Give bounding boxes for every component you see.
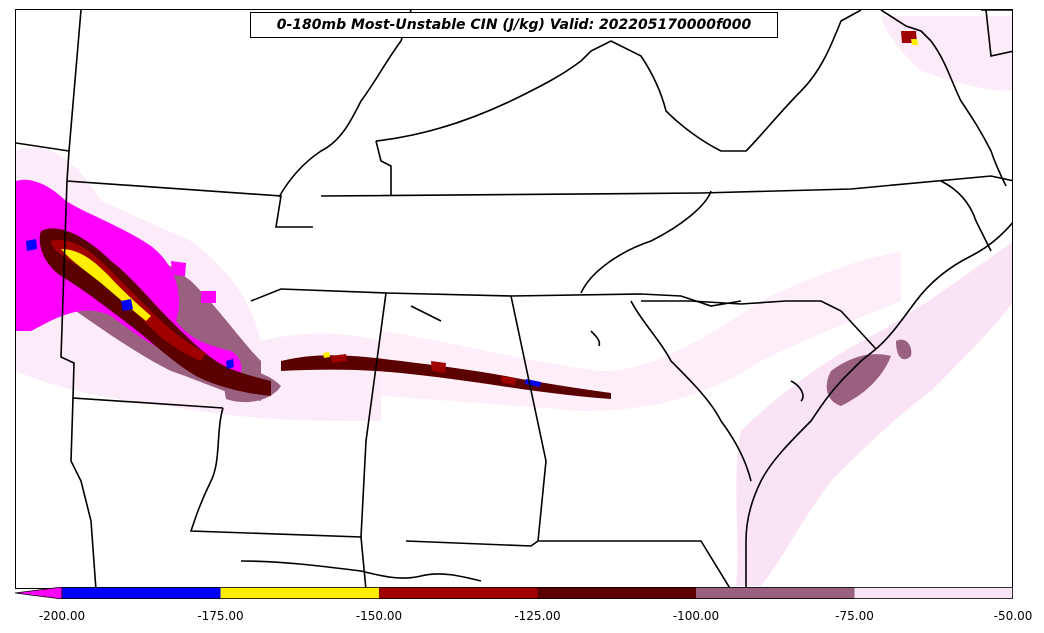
cin-shade-light-pink	[16, 147, 381, 421]
cin-shade-blue	[226, 359, 234, 369]
border-line	[60, 180, 224, 409]
colorbar-segment	[220, 587, 379, 599]
coastline	[410, 305, 442, 322]
cin-shading	[16, 16, 1012, 586]
cin-shade-yellow	[323, 352, 330, 358]
border-line	[985, 10, 1012, 57]
cin-shade-red	[331, 354, 347, 363]
map-title: 0-180mb Most-Unstable CIN (J/kg) Valid: …	[250, 12, 778, 38]
coastline	[940, 180, 992, 252]
cin-shade-light-pink	[736, 242, 1012, 586]
border-line	[278, 10, 412, 198]
cin-shade-yellow	[911, 39, 918, 45]
border-line	[16, 142, 313, 228]
coastline	[930, 40, 1007, 187]
border-line	[375, 140, 392, 196]
border-line	[70, 397, 97, 588]
coastline	[745, 375, 847, 588]
cin-map	[16, 10, 1012, 588]
colorbar-tick-label: -100.00	[672, 609, 720, 623]
colorbar-outline	[61, 587, 1013, 599]
state-borders	[16, 10, 1012, 588]
coastline	[240, 560, 482, 582]
colorbar-tick-label: -175.00	[197, 609, 244, 623]
cin-shade-mauve	[826, 354, 891, 406]
cin-shade-dark-maroon	[281, 355, 611, 399]
border-line	[375, 10, 862, 152]
border-line	[189, 407, 367, 588]
map-panel	[15, 9, 1013, 589]
colorbar	[15, 587, 1013, 599]
cin-shade-light-pink	[881, 16, 1012, 91]
cin-shade-blue	[121, 299, 133, 311]
cin-shade-red	[431, 361, 446, 373]
colorbar-segment	[696, 587, 855, 599]
colorbar-segment	[537, 587, 696, 599]
colorbar-tick-label: -125.00	[514, 609, 561, 623]
cin-shade-mauve	[896, 339, 912, 360]
cin-shade-magenta	[201, 291, 216, 303]
border-line	[510, 293, 742, 307]
border-line	[405, 540, 731, 588]
border-line	[880, 10, 932, 42]
border-line	[68, 10, 82, 152]
border-line	[845, 348, 877, 377]
cin-shade-blue	[26, 239, 37, 251]
colorbar-tick-label: -75.00	[835, 609, 874, 623]
colorbar-segment	[379, 587, 538, 599]
colorbar-tick-label: -200.00	[38, 609, 86, 623]
colorbar-segment	[62, 587, 221, 599]
colorbar-under-arrow	[15, 587, 63, 599]
coastline	[875, 222, 1012, 350]
border-line	[385, 292, 547, 542]
border-line	[630, 300, 752, 482]
colorbar-tick-label: -150.00	[355, 609, 403, 623]
border-line	[641, 300, 877, 350]
colorbar-segment	[854, 587, 1013, 599]
coastline	[590, 330, 601, 347]
colorbar-tick-label: -50.00	[993, 609, 1033, 623]
border-line	[320, 175, 1012, 197]
cin-shade-light-pink	[381, 251, 901, 411]
border-line	[580, 190, 712, 294]
coastline	[790, 380, 804, 402]
cin-shade-magenta	[171, 261, 186, 276]
cin-shade-red	[501, 376, 516, 385]
